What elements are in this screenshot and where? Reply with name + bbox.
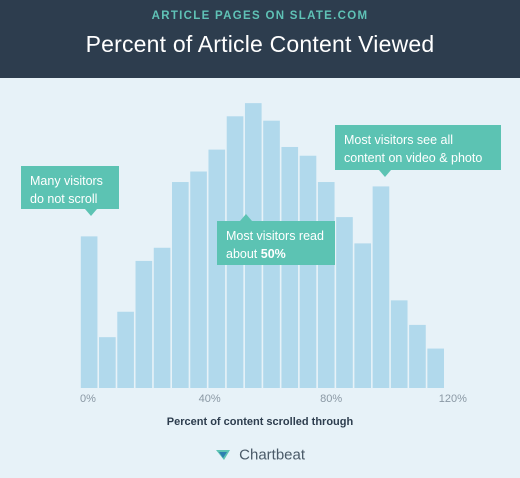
histogram-bar <box>317 182 335 388</box>
histogram-bar <box>99 337 116 388</box>
histogram-bar <box>354 243 372 388</box>
callout-video-photo: Most visitors see all content on video &… <box>335 125 501 177</box>
x-tick-label: 40% <box>199 393 221 405</box>
histogram-bar <box>372 186 390 388</box>
footer-brand: Chartbeat <box>0 446 520 464</box>
header-kicker: ARTICLE PAGES ON SLATE.COM <box>151 10 369 22</box>
histogram-bar <box>135 260 153 388</box>
header-banner: ARTICLE PAGES ON SLATE.COM Percent of Ar… <box>0 0 520 78</box>
histogram-bar <box>80 236 98 388</box>
callout-read-half-prefix: about <box>226 247 261 261</box>
callout-read-half-value: 50% <box>260 247 286 261</box>
callout-read-half-line2: about 50% <box>226 245 326 263</box>
chartbeat-logo-icon <box>215 450 230 461</box>
x-tick-label: 80% <box>320 393 342 405</box>
histogram-bar <box>281 146 299 388</box>
chart-title: Percent of Article Content Viewed <box>85 31 435 57</box>
callout-read-half-line1: Most visitors read <box>226 229 324 243</box>
histogram-bar <box>427 348 444 388</box>
callout-video-photo-line2: content on video & photo <box>344 151 483 165</box>
histogram-bar <box>409 324 426 388</box>
callout-video-photo-line1: Most visitors see all <box>344 133 454 147</box>
x-tick-label: 0% <box>80 393 96 405</box>
callout-pointer <box>240 214 252 221</box>
histogram-bar <box>172 182 189 388</box>
x-axis-label: Percent of content scrolled through <box>166 416 354 428</box>
histogram-bar <box>190 171 207 388</box>
histogram-bar <box>336 217 353 388</box>
histogram-bar <box>390 300 408 388</box>
callout-pointer <box>85 209 97 216</box>
callout-no-scroll: Many visitors do not scroll <box>21 166 119 216</box>
histogram-bar <box>208 149 226 388</box>
histogram-bar <box>299 155 317 388</box>
x-tick-label: 120% <box>439 393 467 405</box>
callout-pointer <box>379 170 391 177</box>
callout-no-scroll-line2: do not scroll <box>30 192 98 206</box>
callout-no-scroll-line1: Many visitors <box>30 174 103 188</box>
x-tick-group: 0% 40% 80% 120% <box>80 393 467 405</box>
callout-read-half: Most visitors read about 50% <box>217 214 335 265</box>
footer-brand-name: Chartbeat <box>239 446 306 464</box>
histogram-bar <box>153 247 171 388</box>
histogram-bar <box>117 311 134 388</box>
